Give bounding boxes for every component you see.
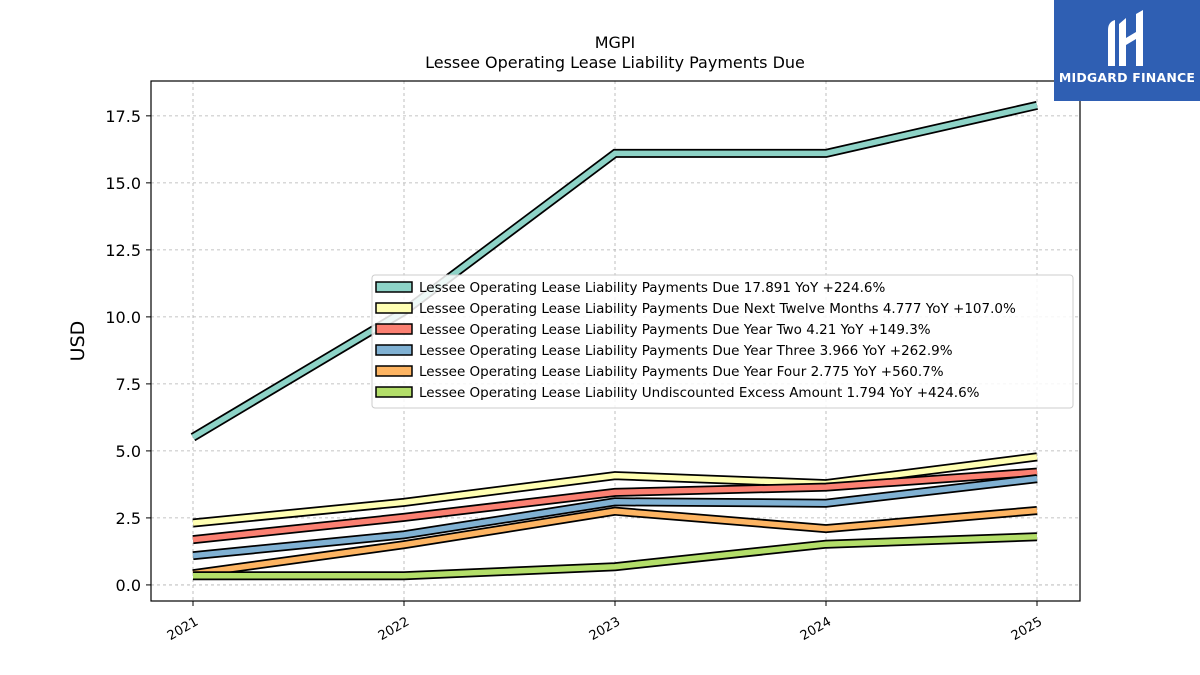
- y-tick-label: 5.0: [116, 442, 141, 461]
- legend-entry: Lessee Operating Lease Liability Payment…: [419, 343, 953, 359]
- series-line-5: [192, 507, 1038, 577]
- x-tick-label: 2022: [376, 614, 412, 644]
- y-tick-label: 10.0: [105, 308, 141, 327]
- series-lines: [190, 101, 1038, 581]
- x-tick-label: 2021: [165, 614, 201, 644]
- x-tick-label: 2024: [798, 614, 834, 644]
- series-line-6: [193, 534, 1038, 579]
- y-tick-label: 17.5: [105, 107, 141, 126]
- chart-title: MGPI: [595, 33, 636, 52]
- y-tick-label: 7.5: [116, 375, 141, 394]
- chart-subtitle: Lessee Operating Lease Liability Payment…: [425, 53, 805, 72]
- legend-entry: Lessee Operating Lease Liability Payment…: [419, 280, 885, 296]
- legend-swatch: [375, 281, 413, 293]
- y-tick-label: 2.5: [116, 509, 141, 528]
- x-tick-label: 2023: [587, 614, 623, 644]
- legend-swatch: [375, 302, 413, 314]
- legend-entry: Lessee Operating Lease Liability Payment…: [419, 322, 931, 338]
- y-tick-label: 0.0: [116, 576, 141, 595]
- legend-entry: Lessee Operating Lease Liability Payment…: [419, 364, 944, 380]
- series-line-4: [192, 475, 1038, 559]
- legend-entry: Lessee Operating Lease Liability Payment…: [419, 301, 1016, 317]
- axes: 0.0 2.5 5.0 7.5 10.0 12.5 15.0 17.5 2021 2022 2023…: [105, 107, 1045, 644]
- brand-logo: MIDGARD FINANCE: [1054, 0, 1200, 101]
- legend-swatch: [375, 344, 413, 356]
- legend: Lessee Operating Lease Liability Payment…: [371, 274, 1074, 409]
- y-axis-label: USD: [67, 321, 89, 362]
- legend-box: [371, 274, 1074, 409]
- legend-swatch: [375, 365, 413, 377]
- y-tick-label: 15.0: [105, 174, 141, 193]
- legend-swatch: [375, 386, 413, 398]
- legend-entry: Lessee Operating Lease Liability Undisco…: [419, 385, 980, 401]
- x-tick-label: 2025: [1009, 614, 1045, 644]
- legend-swatch: [375, 323, 413, 335]
- y-tick-label: 12.5: [105, 241, 141, 260]
- series-line-3: [192, 469, 1038, 543]
- brand-name: MIDGARD FINANCE: [1058, 70, 1196, 85]
- series-line-1: [191, 102, 1038, 440]
- series-line-2: [192, 454, 1038, 526]
- midgard-logo-icon: [1108, 10, 1143, 66]
